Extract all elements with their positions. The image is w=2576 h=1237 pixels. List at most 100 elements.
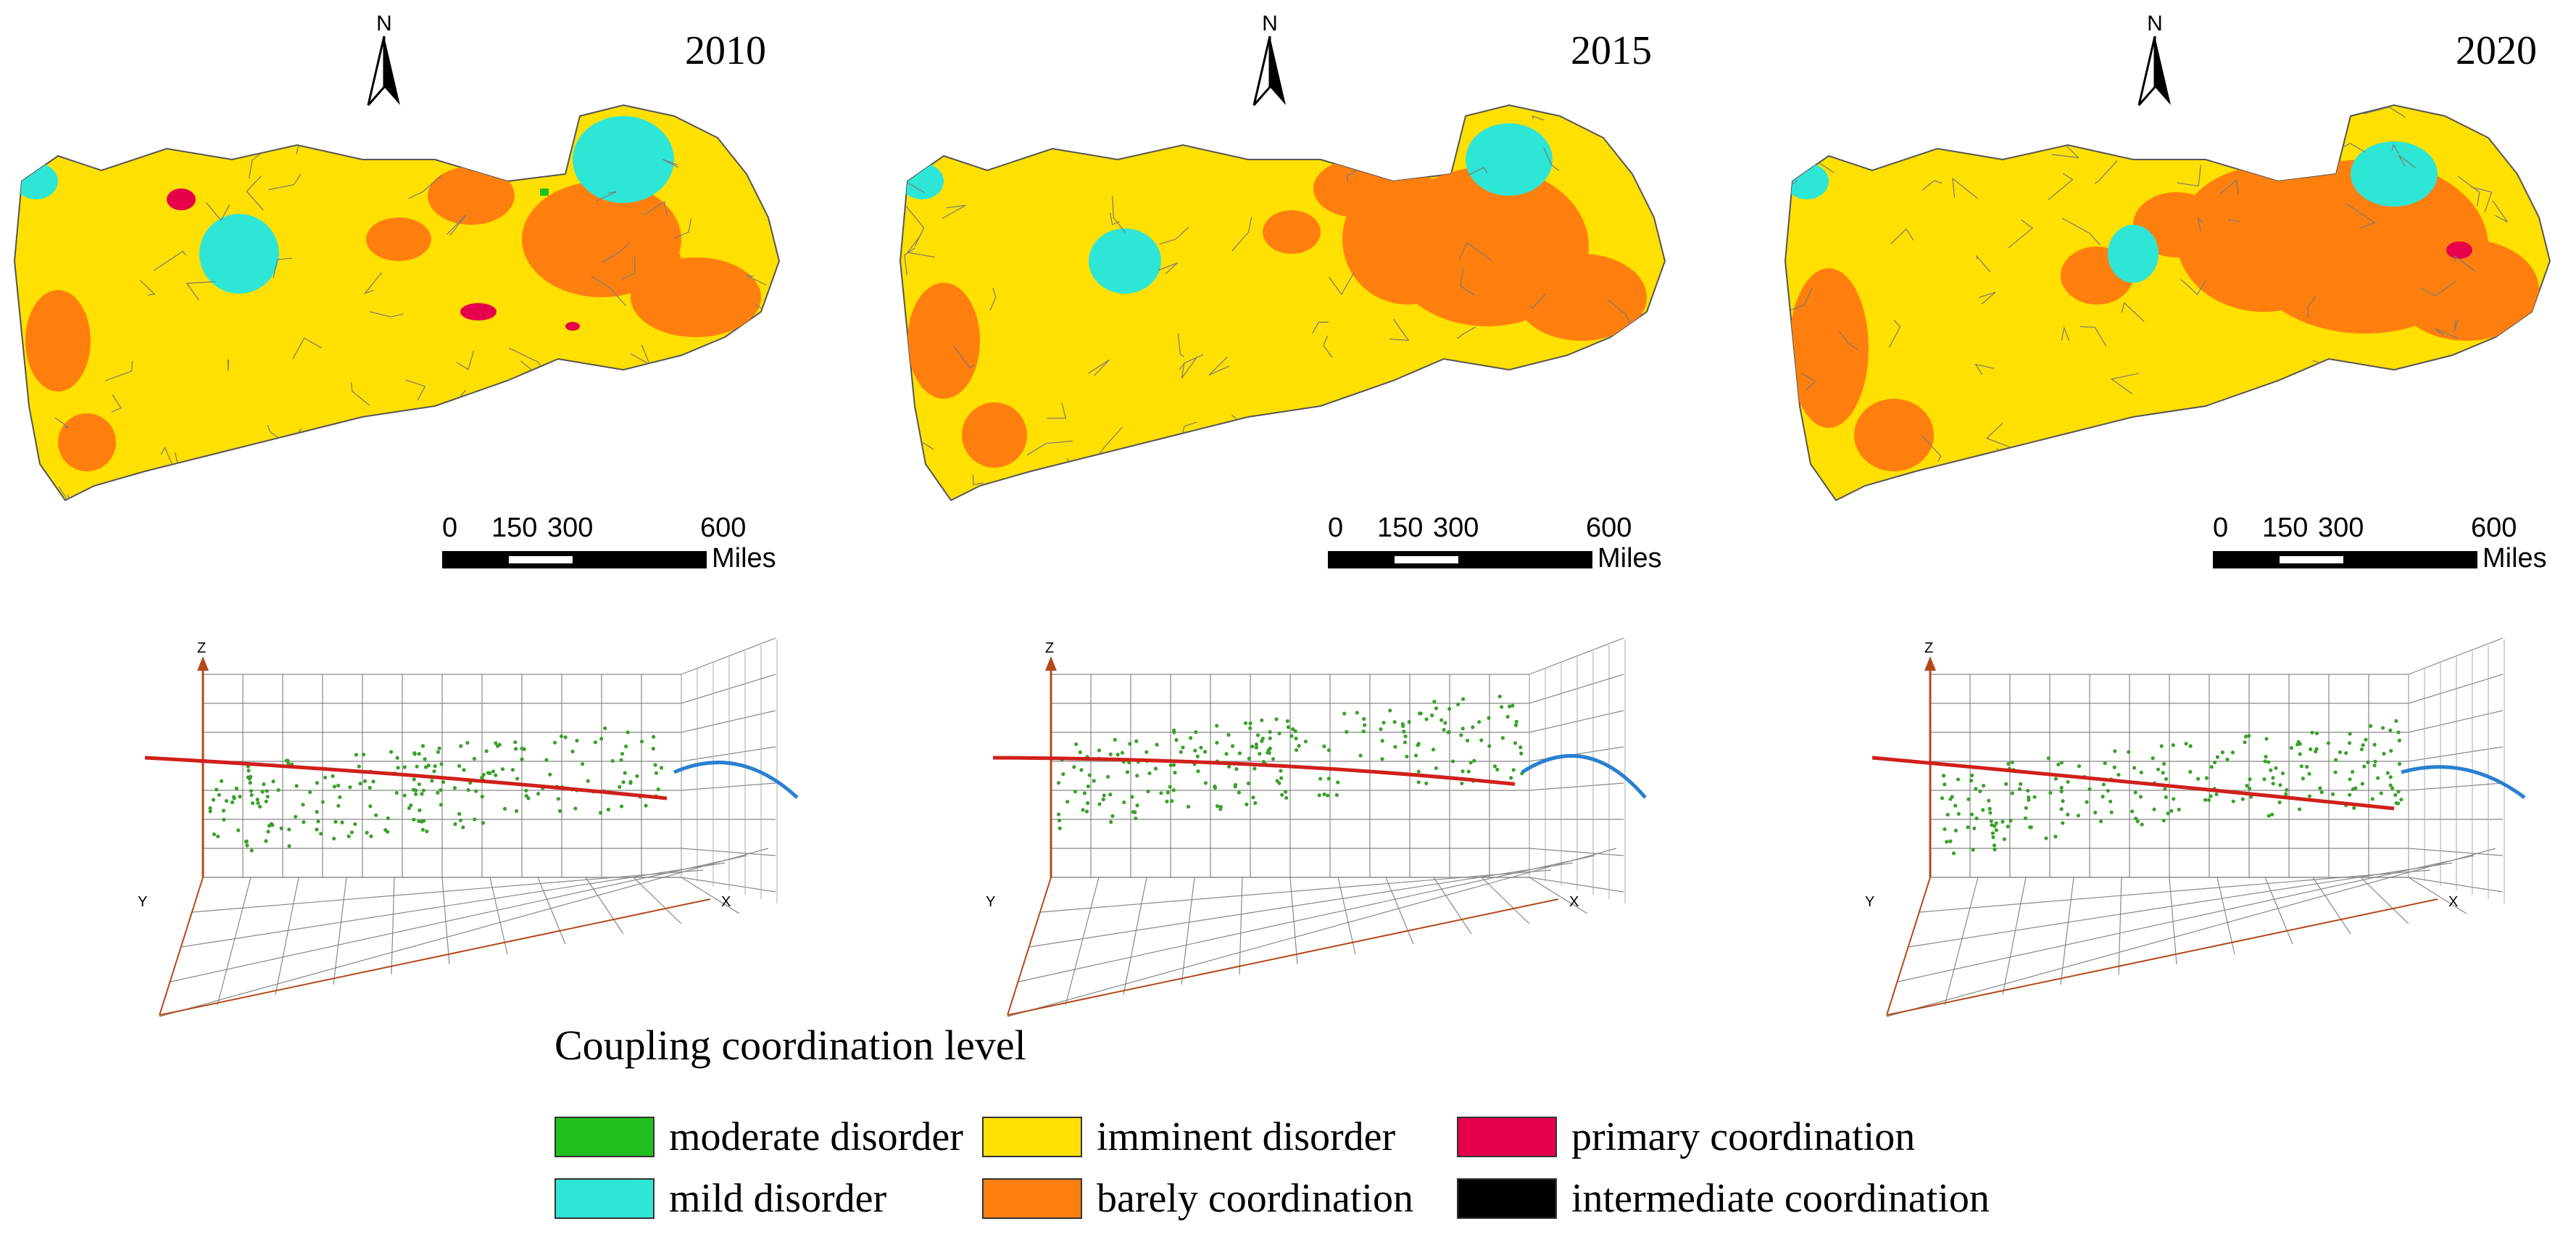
legend-item-imminent-disorder: imminent disorder bbox=[982, 1114, 1395, 1159]
scatter-point bbox=[1082, 791, 1087, 795]
county-boundary bbox=[2457, 175, 2480, 207]
scatter-point bbox=[2004, 782, 2008, 786]
county-boundary bbox=[2364, 107, 2406, 118]
north-arrow-2020: N bbox=[2137, 12, 2171, 106]
scatter-point bbox=[603, 726, 607, 730]
scatter-point bbox=[1250, 744, 1255, 749]
scatter-point bbox=[1166, 790, 1170, 795]
scale-tick-label: 300 bbox=[547, 513, 593, 543]
scatter-point bbox=[2297, 807, 2302, 811]
scatter-point bbox=[1079, 768, 1084, 772]
scatter-point bbox=[1171, 788, 1176, 793]
county-boundary bbox=[2061, 218, 2101, 246]
scatter-point bbox=[336, 803, 341, 808]
scatter-point bbox=[411, 787, 416, 792]
county-boundary bbox=[644, 201, 668, 217]
north-arrow-2015: N bbox=[1252, 12, 1286, 106]
scatter-point bbox=[2172, 797, 2176, 801]
mild-disorder-region bbox=[573, 116, 674, 203]
scatter-point bbox=[557, 808, 562, 814]
scatter-point bbox=[1199, 745, 1203, 750]
scatter-point bbox=[1943, 827, 1947, 832]
scatter-point bbox=[2314, 731, 2319, 736]
scatter-point bbox=[346, 834, 351, 838]
grid-line bbox=[1029, 862, 1574, 948]
scatter-point bbox=[1110, 814, 1115, 818]
scatter-point bbox=[514, 747, 518, 751]
scatter-point bbox=[421, 788, 426, 793]
scatter-point bbox=[1413, 753, 1418, 758]
county-boundary bbox=[292, 337, 323, 360]
grid-line bbox=[1337, 877, 1356, 955]
grid-line bbox=[333, 877, 347, 985]
scatter-point bbox=[1073, 790, 1078, 794]
scatter-point bbox=[1130, 795, 1134, 799]
county-boundary bbox=[2492, 200, 2508, 223]
county-boundary bbox=[2048, 173, 2074, 201]
scatter-point bbox=[2098, 819, 2103, 824]
scatter-point bbox=[2267, 814, 2271, 818]
scatter-point bbox=[1953, 828, 1958, 832]
scatter-point bbox=[2348, 777, 2352, 782]
scatter-point bbox=[2344, 750, 2348, 756]
y-axis bbox=[1886, 877, 1931, 1016]
scatter-point bbox=[1455, 702, 1461, 706]
legend-swatch-intermediate-coordination bbox=[1457, 1178, 1557, 1219]
scatter-point bbox=[1172, 730, 1176, 735]
scatter-point bbox=[1424, 717, 1429, 721]
scatter-point bbox=[1380, 739, 1384, 743]
scatter-point bbox=[573, 806, 578, 811]
scatter-point bbox=[491, 769, 496, 774]
scatter-point bbox=[216, 834, 220, 839]
scatter-point bbox=[2348, 793, 2352, 797]
county-boundary bbox=[1790, 287, 1813, 310]
scatter-point bbox=[1087, 773, 1092, 777]
scatter-point bbox=[2243, 740, 2247, 745]
scatter-point bbox=[2277, 800, 2282, 805]
scatter-point bbox=[2318, 786, 2322, 790]
scatter-point bbox=[1248, 726, 1252, 730]
y-axis-label: Y bbox=[1865, 894, 1874, 910]
scatter-point bbox=[2204, 776, 2209, 780]
scatter-point bbox=[1291, 727, 1295, 732]
legend-label-moderate-disorder: moderate disorder bbox=[669, 1114, 963, 1159]
scatter-point bbox=[1443, 721, 1447, 725]
scale-bar-gap bbox=[2280, 556, 2343, 563]
county-boundary bbox=[1785, 180, 1798, 194]
scatter-point bbox=[1978, 789, 1982, 793]
scatter-point bbox=[2359, 747, 2364, 752]
scale-tick-label: 300 bbox=[2318, 513, 2364, 543]
scatter-point bbox=[1277, 731, 1281, 736]
scatter-point bbox=[1215, 740, 1219, 745]
z-axis-label: Z bbox=[197, 640, 206, 656]
scatter-point bbox=[1286, 725, 1291, 729]
scatter-point bbox=[628, 781, 633, 785]
scale-unit-label: Miles bbox=[1597, 543, 1662, 574]
scatter-point bbox=[472, 756, 477, 761]
scatter-point bbox=[2314, 747, 2319, 751]
county-boundary bbox=[2334, 440, 2361, 460]
scatter-point bbox=[2127, 750, 2131, 754]
county-boundary bbox=[2228, 218, 2241, 223]
scale-bar-body bbox=[2213, 551, 2477, 568]
scatter-point bbox=[287, 827, 291, 832]
scatter-point bbox=[2366, 760, 2370, 764]
scatter-point bbox=[1279, 776, 1284, 780]
scatter-point bbox=[1086, 801, 1090, 806]
scatter-point bbox=[1061, 771, 1065, 777]
scatter-point bbox=[1102, 793, 1106, 798]
grid-line bbox=[1529, 877, 1588, 914]
scatter-point bbox=[1113, 737, 1117, 742]
county-boundary bbox=[1589, 365, 1600, 386]
scatter-point bbox=[262, 782, 266, 787]
scatter-point bbox=[2388, 783, 2393, 787]
scatter-point bbox=[1086, 784, 1090, 789]
county-boundary bbox=[2435, 364, 2461, 378]
scatter-point bbox=[395, 756, 399, 760]
scatter-point bbox=[1072, 765, 1076, 769]
county-boundary bbox=[138, 123, 156, 146]
scatter-point bbox=[365, 830, 369, 835]
scatter-point bbox=[659, 766, 664, 770]
scatter-point bbox=[2243, 735, 2248, 739]
